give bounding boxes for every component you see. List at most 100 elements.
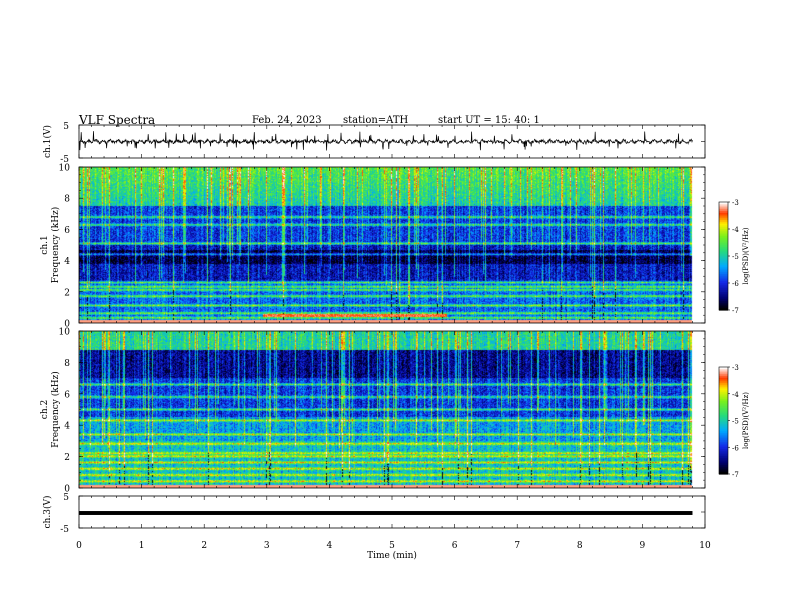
colorbar-swatch: [719, 388, 728, 391]
x-tick-label: 5: [389, 541, 395, 551]
colorbar-tick-label: -7: [732, 307, 739, 315]
colorbar-swatch: [719, 431, 728, 434]
colorbar-swatch: [719, 438, 728, 441]
colorbar-swatch: [719, 432, 728, 436]
ch1-spectrogram-panel: [79, 167, 705, 323]
colorbar-swatch: [719, 425, 728, 429]
colorbar-swatch: [719, 409, 728, 413]
ch2-spectrogram-panel: [79, 331, 705, 488]
x-tick-label: 6: [452, 541, 458, 551]
ch1-ytick-label: 0: [64, 320, 70, 330]
colorbar-swatch: [719, 229, 728, 232]
colorbar-swatch: [719, 415, 728, 418]
colorbar-swatch: [719, 272, 728, 275]
colorbar-tick-label: -5: [732, 253, 739, 261]
station-label: station=ATH: [343, 115, 409, 126]
colorbar-swatch: [719, 434, 728, 438]
colorbar-swatch: [719, 370, 728, 373]
colorbar-swatch: [719, 429, 728, 432]
colorbar-swatch: [719, 247, 728, 250]
colorbar-swatch: [719, 443, 728, 447]
colorbar-swatch: [719, 447, 728, 450]
ch1-ytick-label: 6: [64, 226, 70, 236]
colorbar-swatch: [719, 395, 728, 398]
colorbar-swatch: [719, 252, 728, 255]
colorbar-label: log(PSD)(V²/Hz): [742, 392, 750, 449]
colorbar-swatch: [719, 292, 728, 295]
colorbar-swatch: [719, 445, 728, 448]
x-tick-label: 2: [201, 541, 207, 551]
colorbar-swatch: [719, 221, 728, 225]
colorbar-swatch: [719, 288, 728, 291]
x-tick-label: 10: [699, 541, 711, 551]
colorbar-swatch: [719, 367, 728, 370]
colorbar-swatch: [719, 238, 728, 241]
colorbar-swatch: [719, 416, 728, 420]
colorbar-swatch: [719, 209, 728, 212]
colorbar-swatch: [719, 295, 728, 298]
colorbar-swatch: [719, 408, 728, 411]
colorbar-swatch: [719, 223, 728, 226]
ch2-ytick-label: 2: [64, 453, 70, 463]
colorbar-swatch: [719, 304, 728, 307]
x-tick-label: 0: [76, 541, 82, 551]
colorbar-swatch: [719, 390, 728, 393]
colorbar-swatch: [719, 266, 728, 270]
colorbar-swatch: [719, 404, 728, 407]
colorbar-swatch: [719, 254, 728, 257]
colorbar-swatch: [719, 263, 728, 266]
colorbar-swatch: [719, 457, 728, 461]
colorbar-swatch: [719, 424, 728, 427]
ch1-ytick-max: 5: [63, 122, 69, 132]
colorbar-swatch: [719, 441, 728, 445]
ch1-ytick-label: 8: [64, 195, 70, 205]
ch1-ytick-min: -5: [60, 155, 69, 165]
colorbar-ch2: -3 -4 -5 -6 -7 log(PSD)(V²/Hz): [718, 364, 750, 479]
ch2-ytick-label: 6: [64, 390, 70, 400]
ch2-ytick-label: 4: [64, 422, 70, 432]
colorbar-swatch: [719, 232, 728, 235]
date-label: Feb. 24, 2023: [252, 115, 322, 126]
colorbar-swatch: [719, 393, 728, 397]
colorbar-swatch: [719, 463, 728, 466]
ch3-ytick-max: 5: [63, 493, 69, 503]
colorbar-swatch: [719, 284, 728, 288]
colorbar-swatch: [719, 299, 728, 302]
ch3-waveform-band: [79, 511, 693, 515]
colorbar-swatch: [719, 306, 728, 309]
colorbar-swatch: [719, 450, 728, 454]
colorbar-swatch: [719, 397, 728, 400]
colorbar-swatch: [719, 274, 728, 277]
ch2-ytick-label: 10: [59, 328, 71, 338]
ch3-waveform-panel: [79, 511, 693, 515]
colorbar-swatch: [719, 301, 728, 304]
colorbar-tick-label: -7: [732, 471, 739, 479]
colorbar-swatch: [719, 202, 728, 205]
ch1-freq-label: Frequency (kHz): [50, 207, 61, 284]
colorbar-tick-label: -4: [732, 391, 739, 399]
ch2-spectrogram-image: [79, 331, 705, 488]
colorbar-swatch: [719, 236, 728, 239]
ch2-channel-label: ch.2: [40, 400, 50, 419]
colorbar-label: log(PSD)(V²/Hz): [742, 227, 750, 284]
colorbar-swatch: [719, 386, 728, 389]
colorbar-swatch: [719, 308, 728, 311]
colorbar-swatch: [719, 230, 728, 234]
colorbar-swatch: [719, 290, 728, 293]
colorbar-swatch: [719, 399, 728, 402]
colorbar-tick-label: -5: [732, 418, 739, 426]
colorbar-swatch: [719, 268, 728, 271]
colorbar-swatch: [719, 402, 728, 406]
colorbar-swatch: [719, 374, 728, 377]
colorbar-swatch: [719, 466, 728, 470]
ch1-ytick-label: 2: [64, 288, 70, 298]
colorbar-tick-label: -3: [732, 199, 739, 207]
ch1-spectrogram-image: [79, 167, 705, 323]
x-tick-label: 1: [139, 541, 145, 551]
colorbar-swatch: [719, 368, 728, 372]
ch1-ytick-label: 4: [64, 257, 70, 267]
colorbar-swatch: [719, 257, 728, 261]
colorbar-swatch: [719, 379, 728, 382]
